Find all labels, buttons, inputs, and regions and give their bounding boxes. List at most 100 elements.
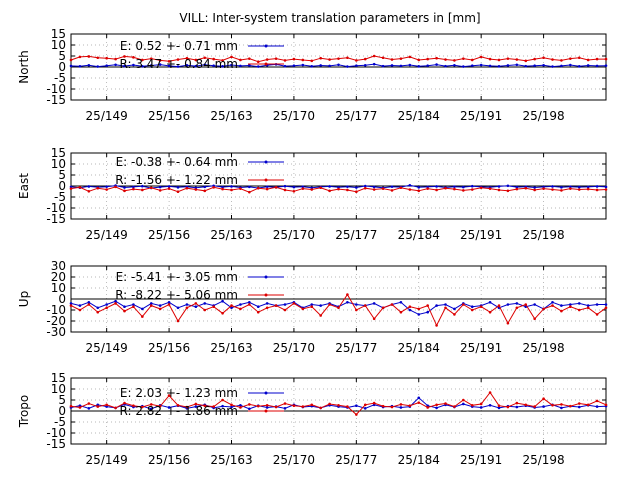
data-point: [132, 305, 135, 309]
data-point: [355, 303, 358, 306]
x-tick-label: 25/184: [398, 228, 440, 242]
data-point: [417, 313, 421, 316]
x-tick-label: 25/170: [273, 453, 315, 467]
data-point: [105, 403, 108, 407]
data-point: [435, 56, 438, 60]
data-point: [470, 188, 474, 191]
data-point: [274, 57, 278, 60]
data-point: [444, 64, 447, 68]
data-point: [372, 54, 376, 58]
data-point: [167, 303, 171, 306]
data-point: [560, 189, 563, 192]
data-point: [542, 307, 545, 311]
data-point: [417, 189, 421, 193]
data-point: [533, 64, 536, 67]
data-point: [96, 310, 100, 314]
data-point: [569, 303, 572, 306]
data-point: [595, 185, 599, 188]
data-point: [355, 308, 358, 312]
data-point: [435, 406, 438, 410]
data-point: [230, 403, 233, 407]
data-point: [123, 401, 126, 405]
data-point: [69, 58, 73, 62]
data-point: [149, 64, 153, 67]
data-point: [479, 186, 483, 190]
y-axis-label: East: [17, 173, 31, 199]
data-point: [105, 185, 108, 188]
data-point: [221, 312, 224, 315]
x-tick-label: 25/163: [210, 341, 252, 355]
data-point: [551, 304, 554, 307]
data-point: [560, 403, 563, 406]
data-point: [319, 64, 322, 67]
x-tick-label: 25/170: [273, 109, 315, 123]
data-point: [390, 64, 394, 67]
legend-label: E: 0.52 +- 0.71 mm: [120, 39, 238, 53]
data-point: [141, 65, 144, 68]
data-point: [355, 190, 358, 194]
data-point: [470, 64, 474, 67]
data-point: [604, 57, 608, 61]
legend-marker: [264, 293, 268, 297]
x-tick-label: 25/156: [148, 228, 190, 242]
x-tick-label: 25/191: [460, 453, 502, 467]
chart-title: VILL: Inter-system translation parameter…: [179, 11, 480, 25]
data-point: [239, 307, 242, 311]
data-point: [444, 303, 447, 306]
data-point: [149, 57, 153, 60]
x-tick-label: 25/156: [148, 341, 190, 355]
y-tick-label: -15: [46, 212, 66, 226]
data-point: [149, 302, 153, 305]
data-point: [542, 63, 545, 67]
legend-marker: [264, 275, 268, 279]
data-point: [87, 303, 91, 306]
data-point: [569, 63, 572, 67]
data-point: [221, 59, 224, 62]
data-point: [185, 306, 189, 310]
data-point: [542, 56, 545, 60]
data-point: [577, 56, 581, 60]
y-tick-label: 5: [58, 393, 66, 407]
data-point: [158, 404, 162, 408]
data-point: [577, 402, 581, 405]
y-tick-label: -10: [46, 426, 66, 440]
data-point: [248, 57, 251, 60]
data-point: [292, 404, 296, 408]
data-point: [399, 57, 403, 60]
y-tick-label: 15: [51, 27, 66, 41]
data-point: [399, 406, 403, 409]
data-point: [479, 55, 483, 59]
data-point: [462, 398, 465, 402]
data-point: [444, 186, 447, 190]
data-point: [346, 65, 349, 68]
data-point: [488, 310, 492, 314]
legend-marker: [264, 409, 268, 413]
x-tick-label: 25/177: [335, 109, 377, 123]
data-point: [123, 305, 126, 309]
legend-marker: [264, 178, 268, 182]
data-point: [497, 404, 501, 408]
data-point: [292, 185, 296, 189]
data-point: [497, 406, 501, 410]
data-point: [346, 293, 349, 296]
data-point: [283, 303, 287, 306]
data-point: [310, 65, 314, 68]
data-point: [479, 406, 483, 409]
data-point: [426, 187, 429, 190]
data-point: [408, 63, 412, 67]
data-point: [310, 59, 314, 63]
x-tick-label: 25/156: [148, 453, 190, 467]
x-tick-label: 25/149: [86, 453, 128, 467]
data-point: [203, 189, 207, 193]
data-point: [479, 63, 483, 67]
data-point: [221, 187, 224, 191]
data-point: [167, 59, 171, 63]
y-tick-label: 10: [51, 281, 66, 295]
data-point: [230, 188, 233, 192]
legend-label: E: -5.41 +- 3.05 mm: [116, 270, 238, 284]
y-tick-label: 10: [51, 157, 66, 171]
x-tick-label: 25/177: [335, 453, 377, 467]
data-point: [203, 56, 207, 60]
y-tick-label: -10: [46, 303, 66, 317]
data-point: [346, 301, 349, 304]
